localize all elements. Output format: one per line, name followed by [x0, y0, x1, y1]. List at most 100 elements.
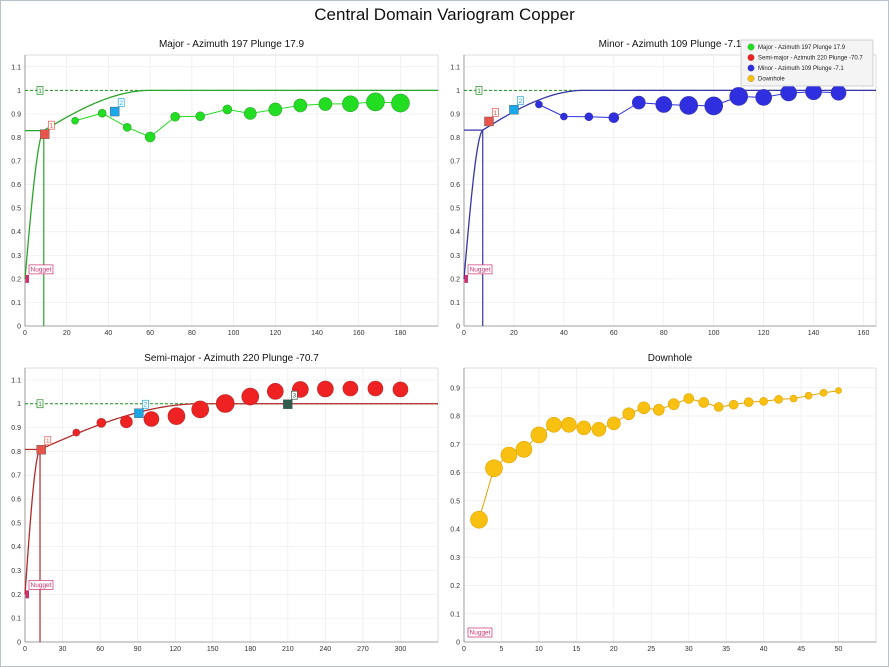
sill-label: 1: [477, 88, 481, 95]
nugget-label-box: [467, 627, 493, 638]
data-point: [143, 411, 160, 427]
x-tick-label: 40: [105, 330, 113, 337]
data-point: [652, 404, 665, 416]
data-point: [71, 116, 79, 125]
x-tick-label: 45: [797, 646, 805, 653]
x-tick-label: 270: [357, 646, 369, 653]
panel-title: Minor - Azimuth 109 Plunge -7.1: [599, 39, 742, 50]
x-tick-label: 30: [59, 646, 67, 653]
legend-swatch: [747, 64, 755, 72]
sill-label: 1: [38, 88, 42, 95]
data-point: [317, 380, 334, 398]
y-tick-label: 0.8: [450, 135, 460, 142]
x-tick-label: 0: [462, 646, 466, 653]
y-tick-label: 0: [456, 640, 460, 647]
marker-label: 1: [50, 123, 54, 130]
x-tick-label: 90: [134, 646, 142, 653]
y-tick-label: 0.1: [450, 300, 460, 307]
x-tick-label: 140: [311, 330, 323, 337]
y-tick-label: 0.3: [11, 253, 21, 260]
y-tick-label: 0.8: [450, 414, 460, 421]
y-tick-label: 0.3: [450, 555, 460, 562]
x-tick-label: 140: [808, 330, 820, 337]
data-point: [804, 391, 813, 400]
data-point: [120, 415, 133, 429]
data-point: [683, 393, 695, 404]
data-point: [470, 510, 488, 529]
y-tick-label: 0.9: [450, 111, 460, 118]
data-point: [535, 100, 543, 109]
plot-area: [463, 367, 877, 643]
data-point: [243, 107, 257, 120]
data-point: [215, 394, 235, 413]
data-point: [591, 421, 607, 437]
y-tick-label: 0.2: [11, 592, 21, 599]
y-tick-label: 0.9: [450, 385, 460, 392]
x-tick-label: 30: [685, 646, 693, 653]
y-tick-label: 1: [17, 401, 21, 408]
nugget-label-box: [28, 264, 54, 275]
data-point: [546, 416, 562, 433]
data-point: [195, 111, 206, 122]
data-point: [392, 381, 409, 398]
data-point: [637, 401, 651, 415]
x-tick-label: 0: [462, 330, 466, 337]
legend-box: [740, 39, 874, 87]
y-tick-label: 0.9: [11, 425, 21, 432]
data-point: [743, 397, 754, 407]
data-point: [241, 387, 260, 406]
legend-swatch: [747, 75, 755, 82]
page-title: Central Domain Variogram Copper: [314, 5, 575, 24]
y-tick-label: 0.6: [450, 470, 460, 477]
data-point: [622, 407, 636, 421]
sill-label-box: [36, 85, 44, 95]
legend-entry: Downhole: [758, 77, 785, 83]
y-tick-label: 0.4: [11, 544, 21, 551]
legend-swatch: [747, 54, 755, 61]
structure-marker: [509, 104, 519, 115]
sill-label: 1: [38, 401, 42, 408]
data-point: [679, 96, 699, 115]
data-point: [759, 397, 768, 406]
panel-downhole: Downhole 0 5 10 15 20 25 30 35 40 45 50 0 0.1 0.2 0.3 0.…: [450, 353, 877, 653]
legend-entry: Major - Azimuth 197 Plunge 17.9: [758, 45, 846, 51]
y-tick-label: 0.8: [11, 135, 21, 142]
structure-marker: [40, 129, 50, 139]
x-tick-label: 20: [63, 330, 71, 337]
structure-marker: [283, 399, 293, 409]
y-tick-label: 0.1: [450, 611, 460, 618]
x-tick-label: 50: [835, 646, 843, 653]
data-point: [584, 112, 594, 122]
data-point: [96, 417, 107, 428]
x-tick-label: 35: [722, 646, 730, 653]
data-point: [342, 95, 359, 113]
panel-title: Major - Azimuth 197 Plunge 17.9: [159, 39, 305, 50]
data-point: [391, 93, 410, 113]
data-point: [576, 420, 592, 436]
data-point: [367, 380, 384, 397]
y-tick-label: 0.2: [450, 276, 460, 283]
marker-label-box: [44, 436, 52, 446]
sill-label-box: [475, 85, 483, 95]
plot-area: [24, 367, 439, 643]
data-point: [561, 416, 577, 433]
data-point: [819, 389, 828, 397]
data-point: [728, 399, 739, 410]
y-tick-label: 0: [456, 324, 460, 331]
marker-label: 2: [519, 98, 523, 105]
x-tick-label: 100: [708, 330, 720, 337]
data-point: [318, 97, 333, 111]
x-tick-label: 210: [282, 646, 294, 653]
legend-swatch: [747, 43, 755, 51]
structure-marker: [484, 116, 494, 127]
nugget-marker: [464, 274, 468, 283]
x-tick-label: 60: [610, 330, 618, 337]
marker-label: 2: [119, 100, 123, 107]
data-point: [774, 395, 783, 404]
y-tick-label: 1.1: [11, 64, 21, 71]
data-point: [530, 426, 548, 444]
data-point: [268, 102, 283, 117]
data-point: [713, 402, 724, 412]
data-point: [830, 84, 847, 101]
y-tick-label: 0.1: [11, 616, 21, 623]
